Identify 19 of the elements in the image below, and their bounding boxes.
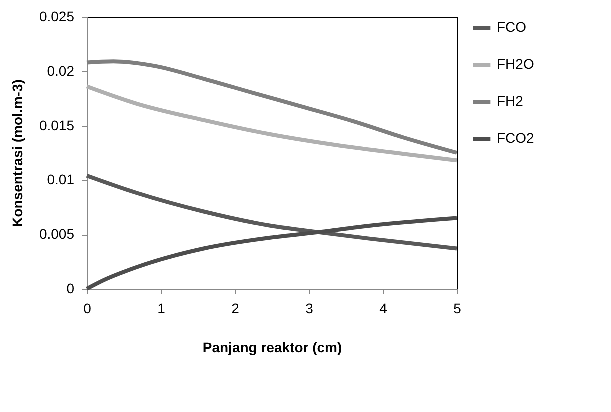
line-series (85, 84, 459, 163)
y-axis-title: Konsentrasi (mol.m-3) (9, 80, 26, 228)
y-tick-label: 0.02 (47, 62, 75, 79)
x-tick-label: 1 (158, 300, 166, 316)
legend-label: FH2 (497, 93, 524, 109)
legend-label: FCO2 (497, 130, 535, 146)
y-tick-label: 0.015 (39, 117, 75, 134)
y-tick-label: 0.005 (39, 226, 75, 242)
x-tick-label: 2 (232, 300, 240, 316)
y-tick-label: 0.01 (47, 172, 75, 188)
legend-label: FH2O (497, 56, 534, 72)
y-tick-label: 0.025 (39, 8, 75, 24)
y-tick-label: 0 (66, 280, 75, 296)
x-tick-label: 5 (454, 300, 462, 316)
x-tick-label: 4 (380, 300, 388, 316)
legend-label: FCO (497, 19, 527, 35)
x-tick-label: 3 (306, 300, 314, 316)
x-tick-label: 0 (84, 300, 92, 316)
x-axis-title: Panjang reaktor (cm) (202, 340, 342, 356)
